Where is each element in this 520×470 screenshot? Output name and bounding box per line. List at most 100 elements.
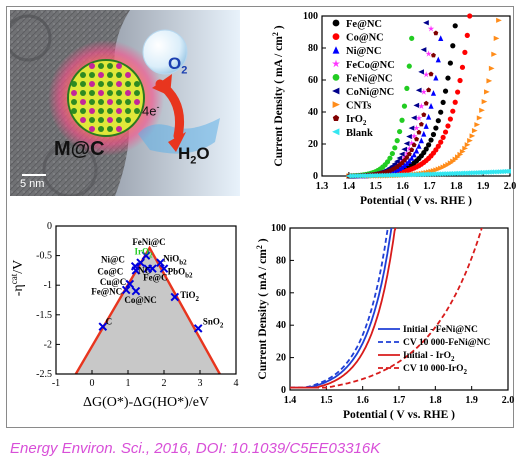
series-line	[290, 228, 483, 389]
citation-text: Energy Environ. Sci., 2016, DOI: 10.1039…	[10, 440, 381, 457]
data-point	[401, 154, 408, 161]
x-axis-label: Potential ( V vs. RHE )	[343, 409, 455, 421]
catalyst-label: M@C	[54, 138, 105, 160]
data-point	[409, 155, 415, 161]
cage-atom	[80, 90, 86, 96]
data-point	[332, 101, 340, 108]
cage-atom	[125, 90, 131, 96]
data-point	[401, 146, 408, 152]
legend-entry: CV 10 000-IrO2	[403, 364, 468, 376]
series-layer	[345, 13, 511, 179]
x-tick-label: 2.0	[502, 395, 515, 406]
data-point	[433, 30, 439, 36]
data-point	[408, 125, 415, 131]
data-point	[438, 35, 444, 41]
legend: Initial - FeNi@NC CV 10 000-FeNi@NC Initia…	[378, 325, 490, 376]
stability-svg: 1.4 1.5 1.6 1.7 1.8 1.9 2.0 0 20 40 60 80 100 Potenti…	[255, 223, 515, 421]
data-point	[332, 74, 340, 81]
data-point	[332, 128, 340, 136]
data-point	[332, 46, 340, 54]
data-point	[404, 85, 410, 91]
x-tick-label: 1.6	[396, 181, 409, 192]
data-point	[455, 89, 461, 95]
point-label: Co@NC	[124, 295, 156, 305]
y-axis-label: -ηcat/V	[9, 260, 26, 296]
data-point	[471, 128, 478, 134]
data-point	[469, 133, 476, 139]
x-tick-label: 1.5	[369, 181, 382, 192]
data-point	[332, 87, 340, 95]
figure-border	[6, 6, 514, 428]
x-tick-label: 1.4	[284, 395, 297, 406]
legend-entry: IrO2	[346, 114, 367, 127]
cage-atom	[98, 126, 104, 132]
point-label: Ni@C	[101, 255, 125, 265]
data-point	[406, 145, 413, 152]
cage-atom	[80, 99, 86, 105]
data-point	[398, 151, 405, 157]
x-tick-label: 2.0	[504, 181, 516, 192]
x-marker	[170, 292, 180, 302]
data-point	[491, 51, 497, 57]
cage-atom	[89, 108, 95, 114]
scalebar-label: 5 nm	[20, 178, 45, 190]
data-point	[420, 88, 427, 95]
data-point	[484, 89, 490, 95]
cage-atom	[107, 72, 113, 78]
data-point	[450, 43, 456, 49]
y-axis-label: Current Density ( mA / cm2 )	[271, 25, 285, 166]
data-point	[332, 59, 340, 68]
cage-atom	[125, 81, 131, 87]
data-point	[413, 147, 420, 154]
legend: Fe@NC Co@NC Ni@NC FeCo@NC FeNi@NC CoNi@NC CNTs…	[332, 19, 395, 139]
data-point	[464, 32, 470, 38]
data-point	[399, 164, 405, 170]
y-tick-label: 100	[271, 223, 286, 234]
x-marker	[131, 266, 141, 275]
data-point	[428, 137, 434, 143]
data-point	[418, 121, 424, 127]
data-point	[467, 138, 473, 144]
data-point	[420, 47, 427, 53]
volcano-point	[98, 322, 108, 331]
data-point	[428, 71, 434, 77]
point-label: Cu@C	[100, 277, 126, 287]
data-point	[332, 114, 340, 121]
data-point	[442, 129, 449, 135]
data-point	[415, 87, 422, 93]
legend-entry: CNTs	[346, 101, 371, 112]
data-point	[426, 87, 432, 93]
cage-atom	[98, 108, 104, 114]
x-tick-label: 1.7	[423, 181, 436, 192]
data-point	[332, 33, 340, 40]
data-point	[408, 139, 415, 146]
data-point	[421, 112, 427, 117]
x-tick-label: 1.3	[316, 181, 329, 192]
cage-atom	[116, 63, 122, 69]
y-tick-label: -2.5	[36, 369, 52, 380]
data-point	[459, 149, 466, 155]
y-tick-label: -1	[44, 280, 52, 291]
y-tick-label: 80	[308, 43, 318, 54]
catalyst-illustration: O2 4e- H2O M@C 5 nm	[4, 10, 240, 198]
x-tick-label: 0	[90, 378, 95, 389]
data-point	[392, 145, 398, 151]
o2-label: O2	[168, 54, 188, 77]
data-point	[430, 131, 437, 138]
legend-entry: Ni@NC	[346, 46, 381, 57]
x-marker	[131, 286, 141, 296]
data-point	[438, 139, 444, 145]
series-line	[290, 228, 397, 389]
scalebar-line	[22, 174, 46, 176]
data-point	[459, 64, 466, 70]
cage-atom	[71, 81, 77, 87]
data-point	[421, 130, 427, 137]
point-label: NC	[138, 265, 151, 275]
data-point	[433, 125, 439, 131]
cage-atom	[98, 72, 104, 78]
carbon-cage	[67, 59, 145, 137]
data-point	[397, 165, 403, 172]
data-point	[410, 132, 418, 139]
x-tick-label: 4	[234, 378, 239, 389]
data-point	[481, 99, 488, 105]
